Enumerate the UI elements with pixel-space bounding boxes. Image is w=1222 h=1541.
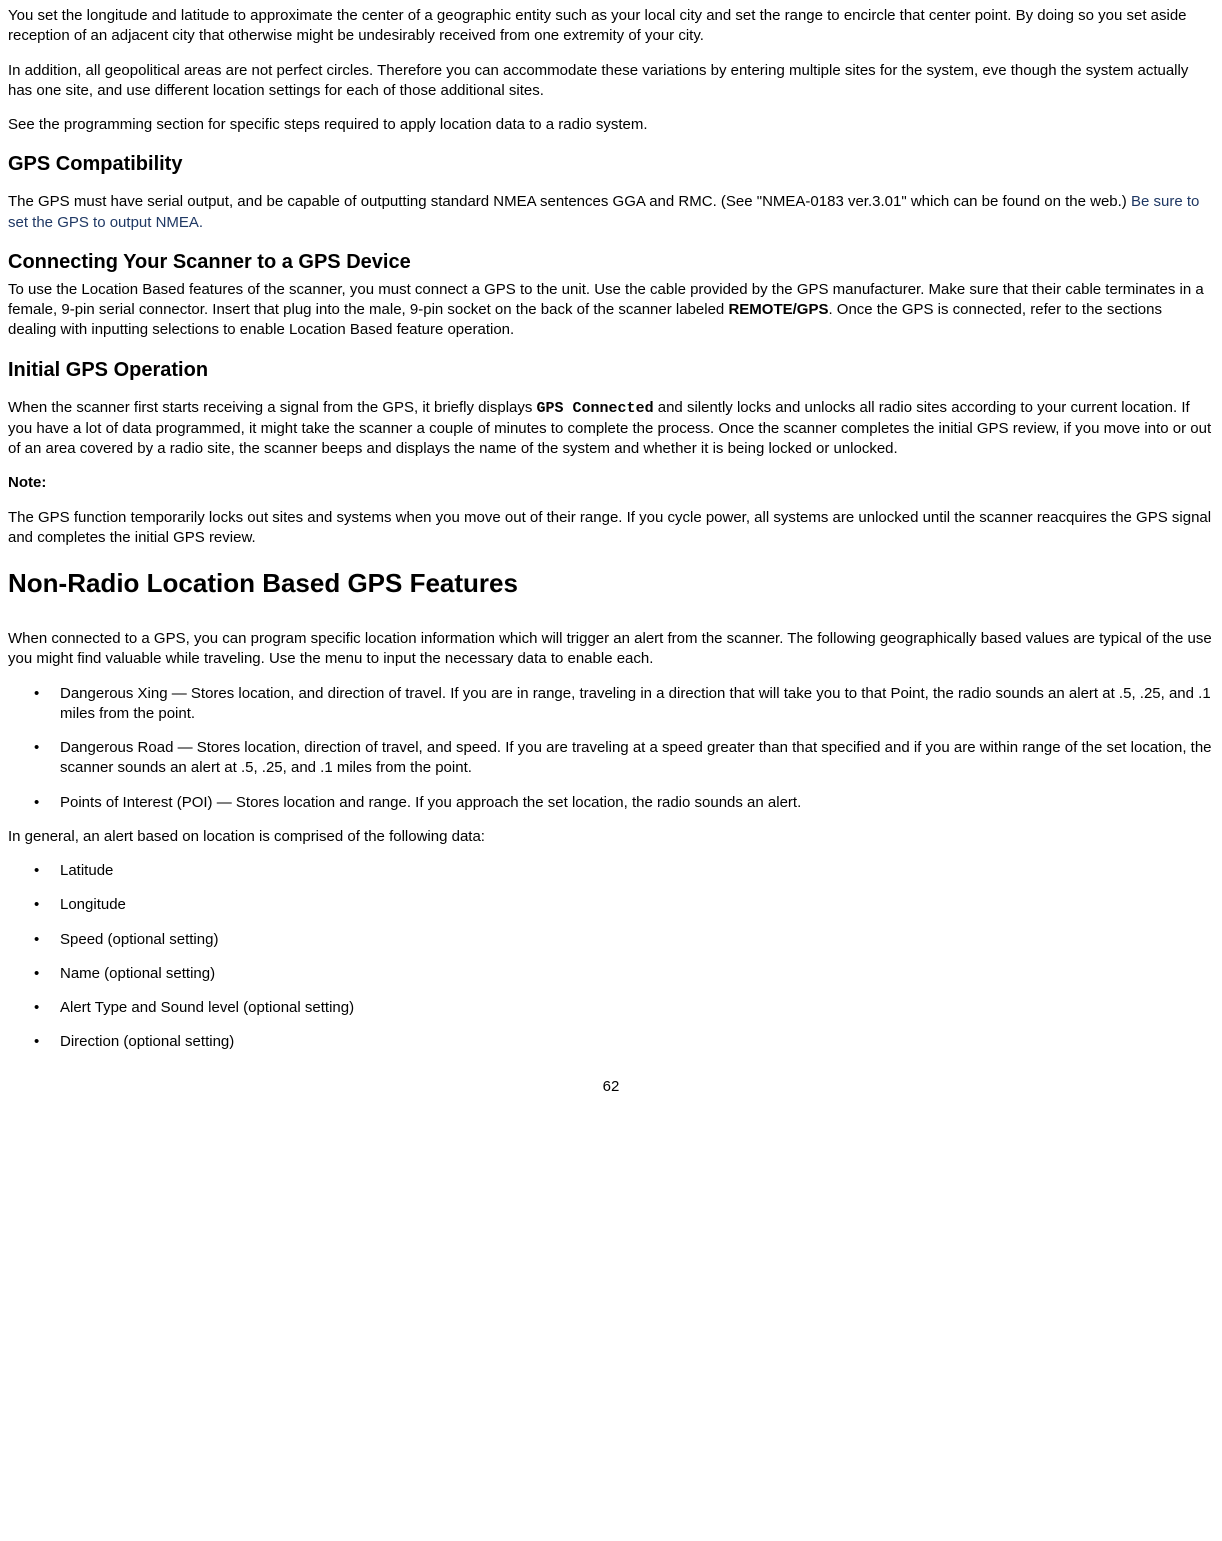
body-paragraph: To use the Location Based features of th… [8, 280, 1214, 341]
body-paragraph: You set the longitude and latitude to ap… [8, 6, 1214, 47]
alert-data-list: Latitude Longitude Speed (optional setti… [8, 861, 1214, 1053]
text-run: The GPS must have serial output, and be … [8, 193, 1131, 210]
body-paragraph: In general, an alert based on location i… [8, 827, 1214, 847]
body-paragraph: See the programming section for specific… [8, 115, 1214, 135]
feature-type-list: Dangerous Xing — Stores location, and di… [8, 684, 1214, 813]
list-item: Direction (optional setting) [8, 1032, 1214, 1052]
body-paragraph: When the scanner first starts receiving … [8, 398, 1214, 460]
list-item: Longitude [8, 895, 1214, 915]
list-item: Alert Type and Sound level (optional set… [8, 998, 1214, 1018]
heading-non-radio-gps-features: Non-Radio Location Based GPS Features [8, 566, 1214, 601]
body-paragraph: The GPS must have serial output, and be … [8, 192, 1214, 233]
list-item: Dangerous Road — Stores location, direct… [8, 738, 1214, 779]
list-item: Name (optional setting) [8, 964, 1214, 984]
page-number: 62 [8, 1077, 1214, 1097]
list-item: Dangerous Xing — Stores location, and di… [8, 684, 1214, 725]
heading-connecting-scanner: Connecting Your Scanner to a GPS Device [8, 249, 1214, 276]
heading-gps-compatibility: GPS Compatibility [8, 151, 1214, 178]
list-item: Latitude [8, 861, 1214, 881]
body-paragraph: When connected to a GPS, you can program… [8, 629, 1214, 670]
heading-initial-gps-operation: Initial GPS Operation [8, 357, 1214, 384]
bold-text: REMOTE/GPS [728, 301, 828, 318]
text-run: When the scanner first starts receiving … [8, 399, 537, 416]
list-item: Speed (optional setting) [8, 930, 1214, 950]
note-body: The GPS function temporarily locks out s… [8, 508, 1214, 549]
note-label: Note: [8, 473, 1214, 493]
list-item: Points of Interest (POI) — Stores locati… [8, 793, 1214, 813]
body-paragraph: In addition, all geopolitical areas are … [8, 61, 1214, 102]
mono-text: GPS Connected [537, 400, 654, 417]
